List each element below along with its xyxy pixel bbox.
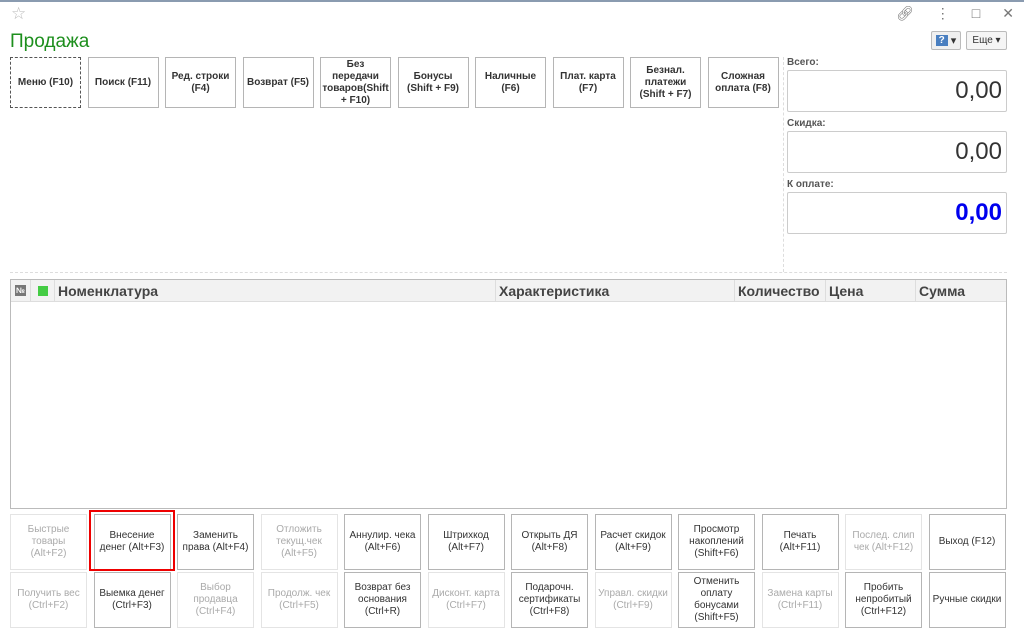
top-button[interactable]: Возврат (F5)	[242, 57, 314, 108]
action-button[interactable]: Выемка денег (Ctrl+F3)	[93, 572, 171, 628]
action-button[interactable]: Просмотр накоплений (Shift+F6)	[678, 514, 755, 570]
top-button[interactable]: Безнал. платежи (Shift + F7)	[630, 57, 701, 108]
action-button[interactable]: Получить вес (Ctrl+F2)	[10, 572, 87, 628]
table-header: № Номенклатура Характеристика Количество…	[11, 280, 1006, 302]
action-button[interactable]: Продолж. чек (Ctrl+F5)	[260, 572, 338, 628]
top-button[interactable]: Ред. строки (F4)	[165, 57, 236, 108]
action-button[interactable]: Дисконт. карта (Ctrl+F7)	[427, 572, 505, 628]
action-button[interactable]: Послед. слип чек (Alt+F12)	[845, 514, 922, 570]
column-quantity[interactable]: Количество	[735, 280, 826, 301]
top-button[interactable]: Поиск (F11)	[87, 57, 159, 108]
action-button[interactable]: Управл. скидки (Ctrl+F9)	[594, 572, 672, 628]
action-button[interactable]: Ручные скидки	[928, 572, 1006, 628]
column-characteristic[interactable]: Характеристика	[496, 280, 735, 301]
page-title: Продажа	[10, 31, 90, 52]
action-button[interactable]: Подарочн. сертификаты (Ctrl+F8)	[511, 572, 588, 628]
action-button[interactable]: Открыть ДЯ (Alt+F8)	[511, 514, 588, 570]
action-button[interactable]: Возврат без основания (Ctrl+R)	[344, 572, 421, 628]
top-button[interactable]: Бонусы (Shift + F9)	[397, 57, 469, 108]
action-button[interactable]: Внесение денег (Alt+F3)	[93, 514, 171, 570]
action-button[interactable]: Быстрые товары (Alt+F2)	[10, 514, 87, 570]
top-button[interactable]: Наличные (F6)	[475, 57, 546, 108]
chevron-down-icon: ▾	[950, 35, 957, 47]
action-button[interactable]: Печать (Alt+F11)	[761, 514, 839, 570]
column-marker[interactable]	[31, 280, 55, 301]
top-button[interactable]: Сложная оплата (F8)	[707, 57, 779, 108]
discount-field: 0,00	[787, 131, 1007, 173]
top-button[interactable]: Без передачи товаров(Shift + F10)	[320, 57, 391, 108]
maximize-icon[interactable]: □	[971, 5, 981, 21]
help-icon: ?	[935, 35, 948, 46]
favorite-star-icon[interactable]: ☆	[11, 4, 27, 23]
link-icon[interactable]: 🔗︎	[896, 5, 914, 21]
total-label: Всего:	[787, 57, 819, 68]
action-button[interactable]: Аннулир. чека (Alt+F6)	[344, 514, 421, 570]
help-button[interactable]: ? ▾	[931, 31, 961, 50]
window-top-border	[0, 0, 1024, 2]
column-sum[interactable]: Сумма	[919, 283, 966, 299]
action-button[interactable]: Выбор продавца (Ctrl+F4)	[177, 572, 254, 628]
top-button[interactable]: Меню (F10)	[10, 57, 81, 108]
discount-label: Скидка:	[787, 118, 826, 129]
close-icon[interactable]: ✕	[1002, 5, 1014, 21]
action-button[interactable]: Выход (F12)	[928, 514, 1006, 570]
divider	[10, 272, 1007, 273]
divider	[783, 57, 784, 272]
marker-icon	[37, 285, 48, 296]
action-button[interactable]: Заменить права (Alt+F4)	[177, 514, 254, 570]
items-table: № Номенклатура Характеристика Количество…	[10, 279, 1007, 509]
action-button[interactable]: Расчет скидок (Alt+F9)	[594, 514, 672, 570]
action-button[interactable]: Замена карты (Ctrl+F11)	[761, 572, 839, 628]
action-button[interactable]: Отложить текущ.чек (Alt+F5)	[260, 514, 338, 570]
top-button[interactable]: Плат. карта (F7)	[552, 57, 624, 108]
action-button[interactable]: Пробить непробитый (Ctrl+F12)	[845, 572, 922, 628]
action-button[interactable]: Отменить оплату бонусами (Shift+F5)	[678, 572, 755, 628]
column-price[interactable]: Цена	[826, 280, 916, 301]
column-nomenclature[interactable]: Номенклатура	[55, 280, 496, 301]
topay-field: 0,00	[787, 192, 1007, 234]
column-number[interactable]: №	[11, 280, 31, 301]
topay-label: К оплате:	[787, 179, 834, 190]
more-button[interactable]: Еще ▾	[966, 31, 1007, 50]
action-button[interactable]: Штрихкод (Alt+F7)	[427, 514, 505, 570]
total-field: 0,00	[787, 70, 1007, 112]
more-actions-icon[interactable]: ⋮	[935, 5, 950, 21]
